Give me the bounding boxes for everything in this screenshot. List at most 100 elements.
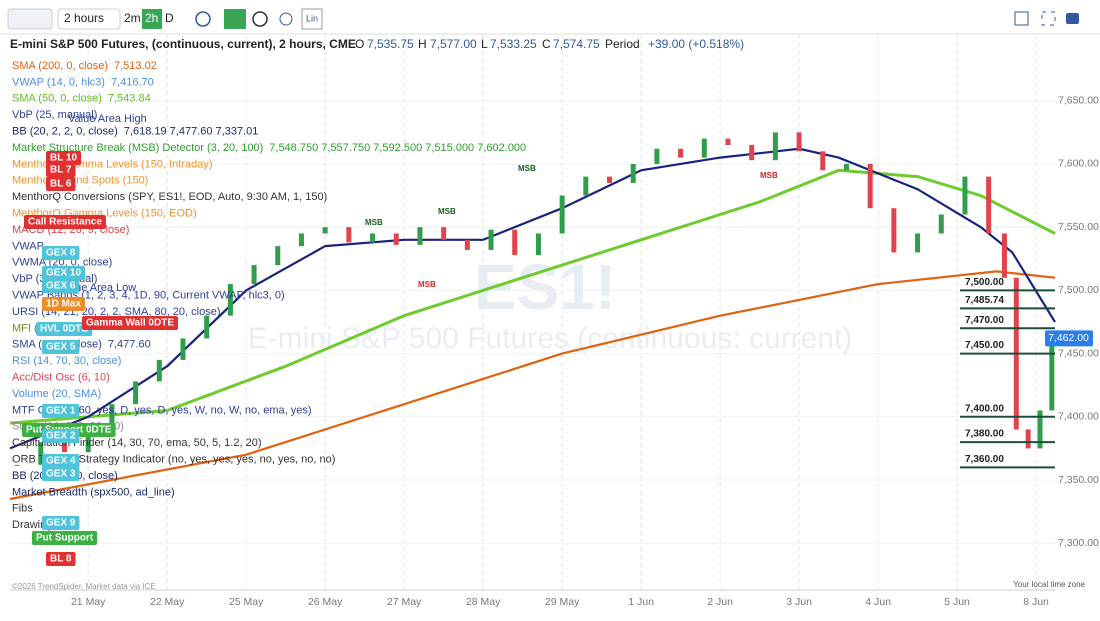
candle <box>38 442 44 465</box>
last-price-label: 7,462.00 <box>1048 332 1089 344</box>
watermark-subtitle: E-mini S&P 500 Futures (continuous: curr… <box>248 322 853 355</box>
level-tag-text: Put Support <box>36 533 94 544</box>
crosshair-icon[interactable] <box>279 12 293 26</box>
level-tag-text: 1D Max <box>46 299 81 310</box>
legend-entry[interactable]: Fibs <box>12 503 33 515</box>
indicator-line <box>9 270 1056 501</box>
legend-entry[interactable]: BB (20, 2, 2, 0, close) <box>12 126 118 138</box>
legend-value: 7,543.84 <box>108 93 151 105</box>
legend-entry[interactable]: VWAP <box>12 240 44 252</box>
tool-button[interactable] <box>224 9 246 29</box>
level-tag: GEX 8 <box>42 246 80 260</box>
level-tag: GEX 2 <box>42 429 80 443</box>
candle <box>843 163 849 171</box>
price-axis-bg <box>1055 35 1100 590</box>
candle <box>227 284 233 316</box>
candle <box>393 233 399 245</box>
level-tag-text: GEX 10 <box>46 268 81 279</box>
interval-select[interactable] <box>57 8 121 30</box>
level-tag-bg <box>36 322 93 336</box>
x-tick-label: 27 May <box>387 596 422 608</box>
level-tag: GEX 3 <box>42 467 80 481</box>
level-tag: GEX 9 <box>42 516 80 530</box>
legend-entry[interactable]: VbP (25, manual) <box>12 109 97 121</box>
layout-icon[interactable] <box>1014 11 1029 26</box>
clock-icon[interactable] <box>252 11 268 27</box>
level-tag-bg <box>46 151 82 165</box>
legend-entry[interactable]: Market Breadth (spx500, ad_line) <box>12 486 175 498</box>
legend-entry[interactable]: MenthorQ Gamma Levels (150, Intraday) <box>12 158 213 170</box>
level-tag: Gamma Wall 0DTE <box>82 316 178 330</box>
scale-button[interactable] <box>301 8 323 30</box>
level-label: 7,400.00 <box>965 403 1004 414</box>
candle <box>535 233 541 255</box>
candle <box>441 227 447 240</box>
legend-entry[interactable]: VWAP (14, 0, hlc3) <box>12 76 105 88</box>
level-tag-bg <box>42 404 80 418</box>
candle <box>820 151 826 171</box>
msb-label: MSB <box>418 280 436 289</box>
candle <box>701 138 707 158</box>
candle <box>1001 233 1007 278</box>
fullscreen-icon[interactable] <box>1041 11 1056 26</box>
candle <box>583 176 589 196</box>
legend-entry[interactable]: SMA (200, 0, close) <box>12 60 108 72</box>
legend-entry[interactable]: Acc/Dist Osc (6, 10) <box>12 372 110 384</box>
legend-entry[interactable]: Volume (20, SMA) <box>12 388 101 400</box>
candle <box>14 464 20 466</box>
candle <box>512 229 518 255</box>
legend-entry[interactable]: Market Structure Break (MSB) Detector (3… <box>12 142 263 154</box>
candle <box>85 423 91 453</box>
x-tick-label: 4 Jun <box>865 596 891 608</box>
msb-label: MSB <box>760 171 778 180</box>
level-label: 7,450.00 <box>965 340 1004 351</box>
y-tick-label: 7,450.00 <box>1058 347 1099 359</box>
legend-entry[interactable]: MenthorQ Conversions (SPY, ES1!, EOD, Au… <box>12 191 327 203</box>
interval-button[interactable]: 2m <box>124 11 141 25</box>
legend-entry[interactable]: VWMA (20, 0, close) <box>12 257 112 269</box>
candle <box>488 229 494 250</box>
chart-type-button[interactable] <box>7 8 53 30</box>
level-tag: GEX 4 <box>42 454 80 468</box>
x-tick-label: 3 Jun <box>786 596 812 608</box>
level-tag-text: BL 8 <box>50 554 72 565</box>
level-tag-bg <box>42 266 86 280</box>
interval-button[interactable]: 2h <box>145 11 158 25</box>
interval[interactable]: 2 hours <box>64 11 104 25</box>
candle <box>298 233 304 247</box>
plot: 7,650.00 7,600.00 7,550.00 7,500.00 7,450.00… <box>10 35 1100 608</box>
level-tag: BL 7 <box>46 163 76 177</box>
level-tag-bg <box>42 429 80 443</box>
y-tick-label: 7,550.00 <box>1058 221 1099 233</box>
legend-value: 7,416.70 <box>111 76 154 88</box>
timezone[interactable]: Your local time zone <box>1013 580 1085 589</box>
legend-value: 7,477.60 <box>108 339 151 351</box>
legend-entry[interactable]: MTF Clouds (60, yes, D, yes, D, yes, W, … <box>12 404 312 416</box>
level-tag-text: BL 6 <box>50 179 72 190</box>
candle <box>370 233 376 243</box>
level-tag-text: BL 7 <box>50 165 72 176</box>
credit: ©2026 TrendSpider. Market data via ICE <box>12 582 156 591</box>
settings-icon[interactable] <box>195 11 211 27</box>
legend-value: 7,513.02 <box>114 60 157 72</box>
level-tag: BL 8 <box>46 552 76 566</box>
level-label: 7,380.00 <box>965 429 1004 440</box>
candle <box>938 214 944 234</box>
scale[interactable]: Lin <box>306 13 318 23</box>
legend-entry[interactable]: MenthorQ Blind Spots (150) <box>12 175 148 187</box>
legend-entry[interactable]: ORB Trading Strategy Indicator (no, yes,… <box>12 454 335 466</box>
msb-label: MSB <box>365 218 383 227</box>
candle <box>1037 410 1043 449</box>
camera-icon[interactable] <box>1066 13 1079 24</box>
candle <box>1025 429 1031 449</box>
level-tag: BL 10 <box>46 151 82 165</box>
legend-entry[interactable]: SMA (50, 0, close) <box>12 93 102 105</box>
candle <box>749 144 755 161</box>
legend-entry[interactable]: RSI (14, 70, 30, close) <box>12 355 121 367</box>
level-tag: GEX 5 <box>42 340 80 354</box>
level-tag-text: HVL 0DTE <box>40 324 88 335</box>
ohlc-label: H <box>418 37 427 51</box>
candle <box>204 315 210 339</box>
interval-button[interactable]: D <box>165 11 174 25</box>
